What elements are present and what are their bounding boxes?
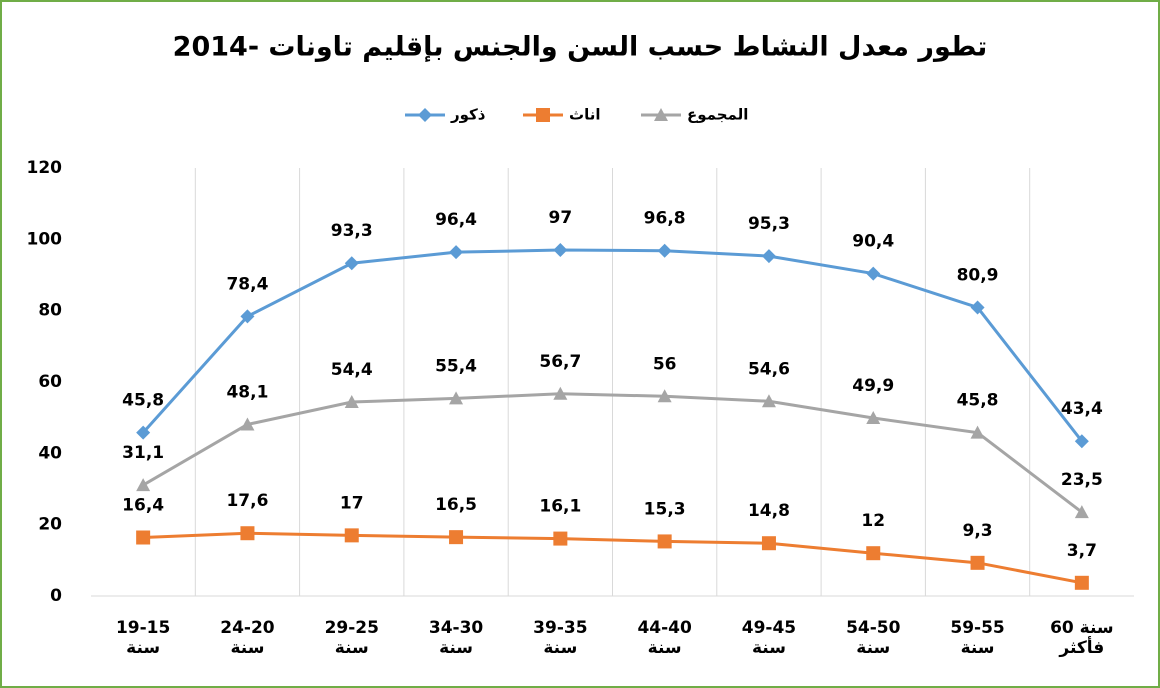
data-label: 96,8 [644, 209, 686, 229]
marker [344, 256, 359, 271]
data-label: 45,8 [957, 391, 999, 411]
data-label: 9,3 [962, 521, 992, 541]
data-label: 17,6 [226, 491, 268, 511]
legend-label: اناث [569, 106, 600, 124]
data-label: 90,4 [852, 232, 894, 252]
marker [136, 425, 151, 440]
marker [553, 386, 568, 400]
data-label: 93,3 [331, 221, 373, 241]
data-label: 43,4 [1061, 399, 1103, 419]
marker [657, 389, 672, 403]
chart-title: تطور معدل النشاط حسب السن والجنس بإقليم … [173, 32, 988, 63]
x-tick-label: 19-15 سنة [115, 618, 171, 658]
x-tick-label: 44-40 سنة [637, 618, 692, 658]
y-tick-label: 60 [38, 372, 62, 392]
marker [761, 249, 776, 264]
legend-marker [536, 108, 550, 122]
marker [657, 243, 672, 258]
legend-marker [654, 108, 668, 121]
data-label: 48,1 [226, 382, 268, 402]
marker [657, 534, 672, 549]
y-tick-label: 40 [38, 443, 62, 463]
legend-label: ذكور [450, 106, 486, 124]
data-label: 56,7 [539, 352, 581, 372]
y-tick-label: 120 [27, 158, 63, 178]
marker [553, 531, 568, 546]
marker [344, 528, 359, 543]
y-tick-label: 100 [27, 229, 63, 249]
marker [1074, 505, 1089, 519]
data-label: 23,5 [1061, 470, 1103, 490]
marker [553, 243, 568, 258]
legend-marker [418, 108, 432, 122]
marker [240, 309, 255, 324]
data-label: 12 [861, 511, 885, 531]
marker [866, 266, 881, 281]
marker [344, 394, 359, 408]
data-label: 55,4 [435, 356, 477, 376]
marker [761, 536, 776, 551]
x-tick-label: 49-45 سنة [741, 618, 797, 658]
data-label: 31,1 [122, 443, 164, 463]
marker [970, 300, 985, 315]
x-tick-label: 54-50 سنة [846, 618, 901, 658]
series-line [143, 531, 1083, 585]
y-tick-label: 20 [38, 515, 62, 535]
data-label: 95,3 [748, 214, 790, 234]
series-line [142, 392, 1083, 514]
marker [866, 546, 881, 561]
data-label: 45,8 [122, 391, 164, 411]
x-tick-label: 29-25 سنة [324, 618, 379, 658]
series-line [142, 248, 1084, 443]
marker [1074, 434, 1089, 449]
data-label: 16,4 [122, 496, 164, 516]
x-tick-label: 39-35 سنة [533, 618, 588, 658]
marker [449, 391, 464, 405]
y-tick-label: 0 [50, 586, 62, 606]
marker [240, 417, 255, 431]
marker [449, 245, 464, 260]
marker [761, 394, 776, 408]
data-label: 56 [653, 354, 677, 374]
data-label: 14,8 [748, 501, 790, 521]
data-label: 54,6 [748, 359, 790, 379]
data-label: 96,4 [435, 210, 477, 230]
marker [866, 411, 881, 425]
marker [1074, 575, 1089, 590]
data-label: 54,4 [331, 360, 373, 380]
data-label: 15,3 [644, 499, 686, 519]
x-tick-label: 59-55 سنة [950, 618, 1005, 658]
data-label: 80,9 [957, 265, 999, 285]
marker [970, 555, 985, 570]
data-label: 17 [340, 493, 364, 513]
data-label: 78,4 [226, 274, 268, 294]
x-tick-label: 60 سنة فأكثر [1050, 618, 1114, 658]
data-label: 16,1 [539, 497, 581, 517]
x-tick-label: 34-30 سنة [428, 618, 484, 658]
data-label: 3,7 [1067, 541, 1097, 561]
legend-label: المجموع [687, 106, 748, 124]
marker [136, 478, 151, 492]
y-tick-label: 80 [38, 301, 62, 321]
data-label: 16,5 [435, 495, 477, 515]
marker [449, 530, 464, 545]
data-label: 49,9 [852, 376, 894, 396]
data-label: 97 [549, 208, 573, 228]
x-tick-label: 24-20 سنة [220, 618, 275, 658]
marker [970, 425, 985, 439]
marker [136, 530, 151, 545]
marker [240, 526, 255, 541]
